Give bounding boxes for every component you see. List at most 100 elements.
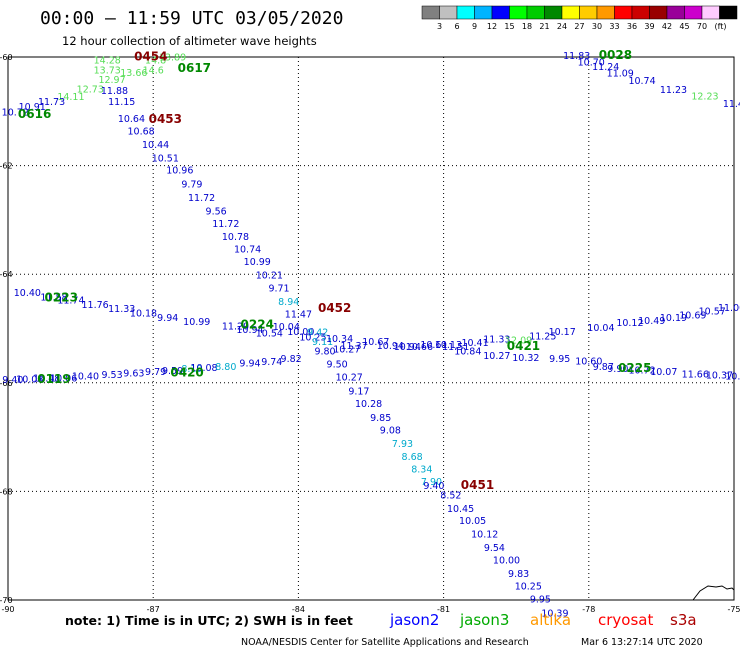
wave-height-label: 12.23 <box>691 91 718 102</box>
color-scale-unit: (ft) <box>714 22 726 31</box>
plot-area: -90 -87 -84 -81 -78 -75 -60 -62 -64 -66 -68 -70 14.… <box>0 48 740 619</box>
wave-height-label: 10.40 <box>72 372 99 383</box>
wave-height-label: 10.72 <box>2 108 29 119</box>
wave-height-label: 10.99 <box>244 257 271 268</box>
wave-height-label: 9.54 <box>484 543 505 554</box>
color-scale-tick: 33 <box>609 22 619 31</box>
footer-note: note: 1) Time is in UTC; 2) SWH is in fe… <box>65 613 353 628</box>
satellite-legend: jason2 jason3 altika cryosat s3a <box>389 611 697 629</box>
wave-height-label: 11.15 <box>108 97 135 108</box>
wave-height-label: 10.49 <box>638 316 665 327</box>
color-scale-swatch <box>614 5 633 20</box>
wave-height-label: 8.94 <box>278 297 299 308</box>
wave-height-label: 13.89 <box>159 52 186 63</box>
wave-height-label: 9.95 <box>549 354 570 365</box>
pass-labels: 0454 0617 0616 0453 0223 0224 0452 0421 0119 0420… <box>18 48 652 492</box>
color-scale-swatch <box>631 5 650 20</box>
color-scale-swatch <box>439 5 458 20</box>
color-scale-swatch <box>719 5 738 20</box>
wave-height-label: 9.42 <box>307 328 328 339</box>
color-scale-swatch <box>579 5 598 20</box>
wave-height-label: 11.74 <box>57 296 84 307</box>
coastline <box>692 585 735 601</box>
y-tick-label: -70 <box>0 596 13 605</box>
legend-s3a: s3a <box>670 611 697 629</box>
wave-height-label: 9.53 <box>101 370 122 381</box>
color-scale-tick: 15 <box>504 22 514 31</box>
wave-height-label: 11.37 <box>340 341 367 352</box>
wave-height-label: 9.56 <box>206 206 227 217</box>
pass-id-label: 0616 <box>18 107 51 121</box>
wave-height-label: 10.69 <box>679 311 706 322</box>
color-scale-swatch <box>561 5 580 20</box>
wave-height-label: 10.72 <box>628 366 655 377</box>
wave-height-label: 9.83 <box>508 569 529 580</box>
wave-height-label: 9.71 <box>268 284 289 295</box>
color-scale-swatch <box>666 5 685 20</box>
wave-height-label: 10.44 <box>142 140 169 151</box>
wave-height-label: 10.64 <box>118 114 145 125</box>
color-scale-tick: 6 <box>454 22 459 31</box>
wave-height-label: 8.68 <box>402 452 423 463</box>
wave-height-label: 14.28 <box>94 56 121 67</box>
color-scale-tick: 21 <box>539 22 549 31</box>
wave-height-label: 9.40 <box>2 375 23 386</box>
wave-height-label: 14.6 <box>143 65 164 76</box>
wave-height-label: 11.66 <box>682 369 709 380</box>
wave-height-label: 9.94 <box>157 313 178 324</box>
wave-height-label: 7.90 <box>421 477 442 488</box>
wave-height-label: 11.58 <box>40 292 67 303</box>
wave-height-label: 10.12 <box>471 530 498 541</box>
color-scale-swatch <box>649 5 668 20</box>
axis-ticks: -90 -87 -84 -81 -78 -75 -60 -62 -64 -66 -68 -70 <box>0 53 740 614</box>
wave-height-label: 11.46 <box>723 99 740 110</box>
color-scale-swatch <box>456 5 475 20</box>
y-tick-label: -62 <box>0 162 13 171</box>
wave-height-label: 10.96 <box>166 166 193 177</box>
wave-height-label: 11.09 <box>607 69 634 80</box>
wave-height-label: 13.66 <box>120 68 147 79</box>
grid-lines <box>8 57 734 600</box>
wave-height-label: 11.00 <box>718 303 740 314</box>
color-scale-tick: 12 <box>487 22 497 31</box>
wave-height-label: 14.8 <box>145 56 166 67</box>
wave-height-label: 9.11 <box>312 337 333 348</box>
x-tick-label: -87 <box>147 605 160 614</box>
wave-height-label: 9.74 <box>261 357 282 368</box>
wave-height-label: 10.61 <box>420 340 447 351</box>
color-scale-swatch <box>596 5 615 20</box>
wave-height-label: 10.37 <box>706 370 733 381</box>
wave-height-label: 10.70 <box>578 58 605 69</box>
wave-height-label: 10.06 <box>50 374 77 385</box>
wave-height-label: 10.18 <box>130 309 157 320</box>
wave-height-label: 9.63 <box>123 368 144 379</box>
x-tick-label: -84 <box>292 605 305 614</box>
footer-timestamp: Mar 6 13:27:14 UTC 2020 <box>581 637 703 648</box>
chart-subtitle: 12 hour collection of altimeter wave hei… <box>62 34 317 48</box>
pass-id-label: 0028 <box>599 48 632 62</box>
pass-id-label: 0420 <box>170 365 203 379</box>
wave-height-label: 10.94 <box>236 325 263 336</box>
wave-height-label: 10.91 <box>19 102 46 113</box>
wave-height-label: 10.34 <box>326 334 353 345</box>
wave-height-label: 11.51 <box>442 342 469 353</box>
y-tick-label: -60 <box>0 53 13 62</box>
pass-id-label: 0421 <box>507 339 540 353</box>
wave-height-label: 10.00 <box>287 327 314 338</box>
wave-height-label: 12.73 <box>77 84 104 95</box>
color-scale-tick: 45 <box>679 22 689 31</box>
wave-height-label: 10.07 <box>650 367 677 378</box>
pass-id-label: 0454 <box>134 49 167 63</box>
wave-height-label: 10.40 <box>14 288 41 299</box>
wave-height-label: 11.47 <box>285 310 312 321</box>
wave-height-label: 10.12 <box>616 318 643 329</box>
wave-height-label: 8.19 <box>181 364 202 375</box>
wave-height-label: 10.08 <box>190 363 217 374</box>
footer-credit: NOAA/NESDIS Center for Satellite Applica… <box>241 637 529 648</box>
legend-cryosat: cryosat <box>598 611 653 629</box>
wave-height-label: 10.28 <box>355 399 382 410</box>
wave-height-label: 10.66 <box>406 342 433 353</box>
wave-height-label: 10.04 <box>273 322 300 333</box>
x-tick-label: -78 <box>582 605 595 614</box>
